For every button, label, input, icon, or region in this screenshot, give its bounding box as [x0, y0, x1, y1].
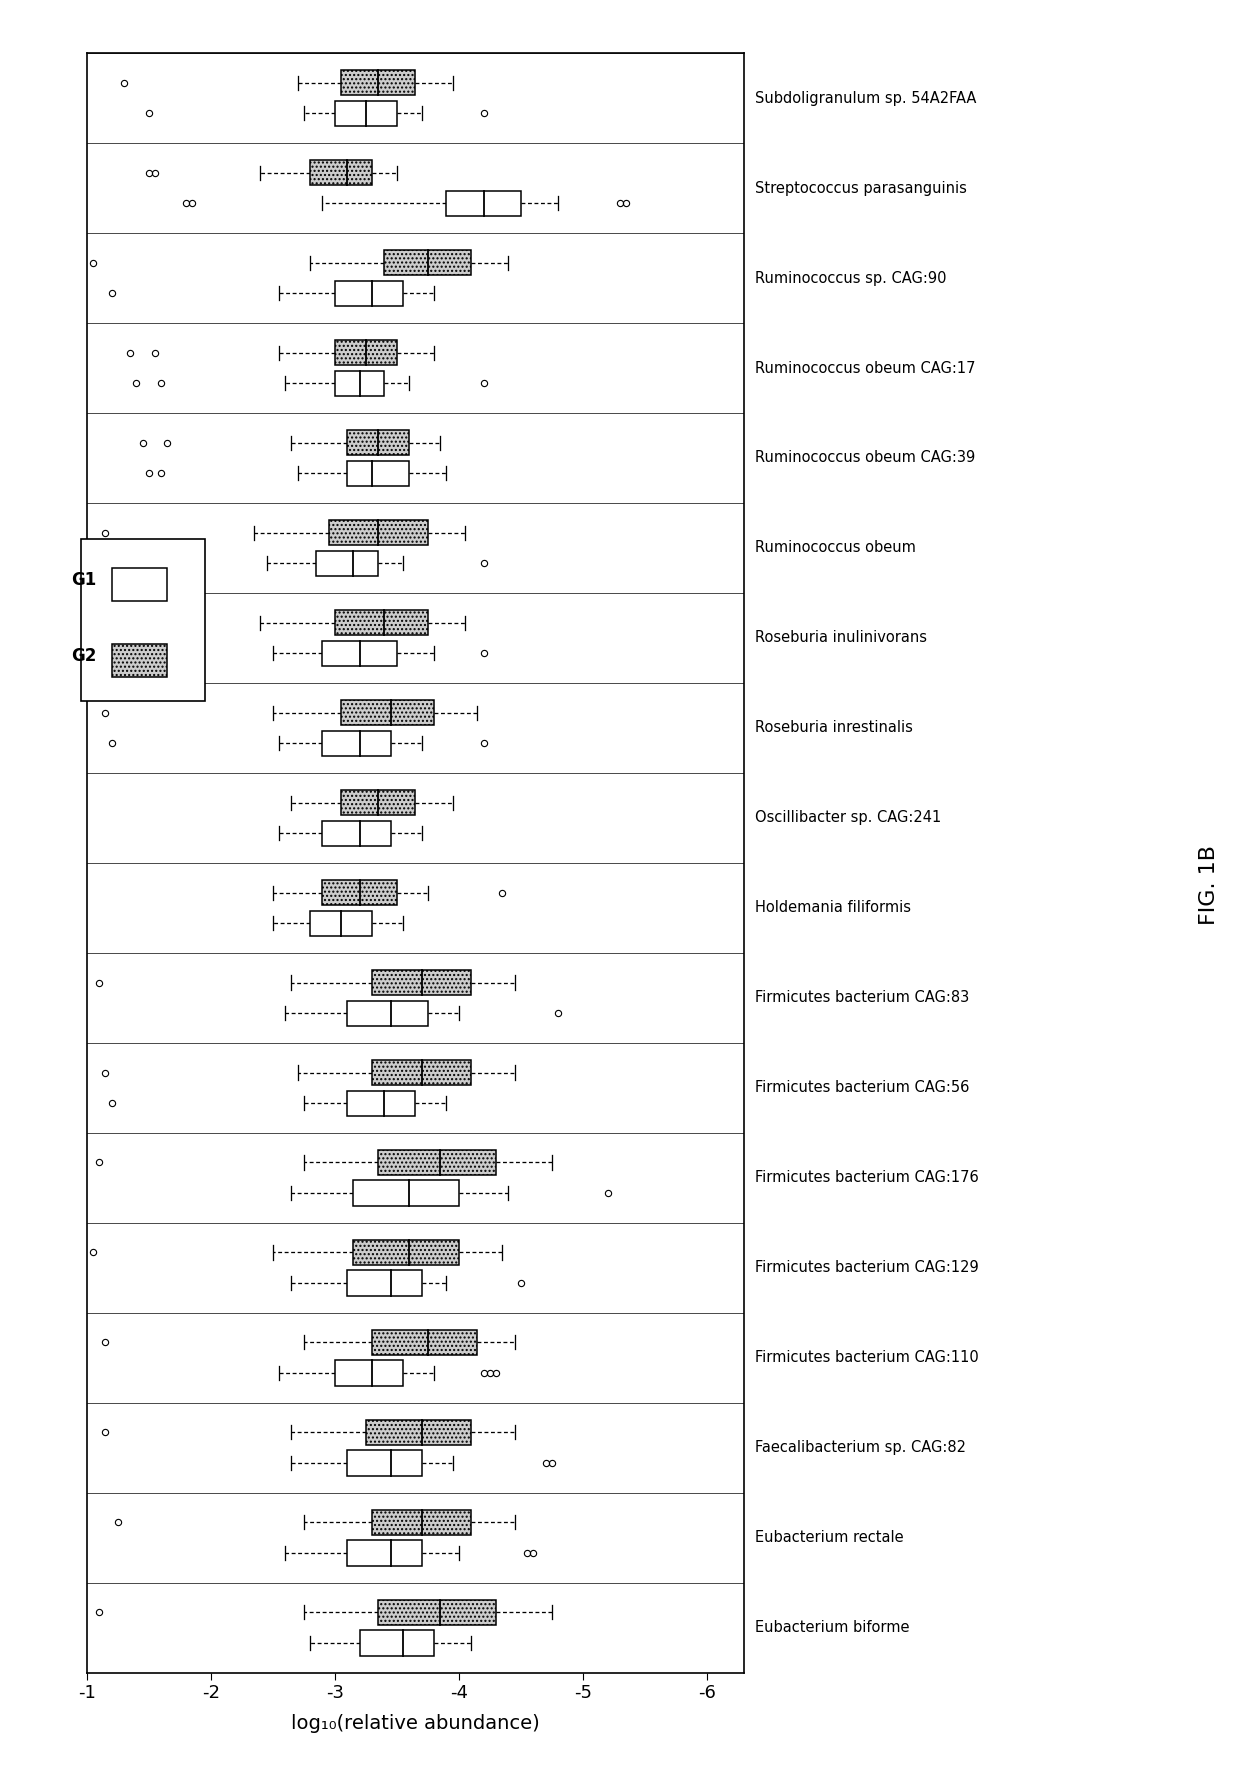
Text: Holdemania filiformis: Holdemania filiformis: [755, 901, 911, 915]
Bar: [322, 821, 391, 846]
Bar: [372, 1060, 471, 1085]
Bar: [384, 250, 471, 276]
Bar: [322, 880, 397, 904]
Bar: [335, 611, 428, 635]
Text: Firmicutes bacterium CAG:56: Firmicutes bacterium CAG:56: [755, 1080, 970, 1096]
Text: Eubacterium rectale: Eubacterium rectale: [755, 1531, 904, 1545]
Bar: [347, 1271, 422, 1296]
Text: Roseburia inrestinalis: Roseburia inrestinalis: [755, 720, 913, 735]
Text: FIG. 1B: FIG. 1B: [1199, 844, 1219, 926]
Text: Firmicutes bacterium CAG:176: Firmicutes bacterium CAG:176: [755, 1170, 978, 1186]
Bar: [341, 71, 415, 96]
Text: Ruminococcus obeum CAG:17: Ruminococcus obeum CAG:17: [755, 361, 976, 375]
Bar: [347, 430, 409, 455]
Text: Eubacterium biforme: Eubacterium biforme: [755, 1620, 909, 1635]
Text: Oscillibacter sp. CAG:241: Oscillibacter sp. CAG:241: [755, 811, 941, 825]
Bar: [81, 540, 205, 701]
Bar: [372, 1510, 471, 1535]
Bar: [310, 910, 372, 936]
Bar: [353, 1239, 459, 1266]
Bar: [310, 159, 372, 186]
Bar: [372, 970, 471, 995]
Text: G1: G1: [72, 570, 97, 589]
Bar: [335, 370, 384, 396]
Bar: [112, 644, 167, 676]
Bar: [322, 641, 397, 666]
Bar: [372, 1329, 477, 1356]
Bar: [347, 1090, 415, 1115]
Text: Firmicutes bacterium CAG:110: Firmicutes bacterium CAG:110: [755, 1351, 978, 1365]
Bar: [353, 1181, 459, 1205]
Text: Ruminococcus obeum CAG:39: Ruminococcus obeum CAG:39: [755, 451, 975, 466]
Bar: [329, 520, 428, 545]
Bar: [112, 568, 167, 600]
Bar: [378, 1600, 496, 1625]
Bar: [335, 101, 397, 126]
Bar: [341, 699, 434, 726]
Bar: [347, 1540, 422, 1566]
Bar: [341, 789, 415, 816]
Text: Firmicutes bacterium CAG:83: Firmicutes bacterium CAG:83: [755, 991, 970, 1005]
X-axis label: log₁₀(relative abundance): log₁₀(relative abundance): [291, 1713, 539, 1733]
Text: Subdoligranulum sp. 54A2FAA: Subdoligranulum sp. 54A2FAA: [755, 90, 976, 106]
Text: Faecalibacterium sp. CAG:82: Faecalibacterium sp. CAG:82: [755, 1441, 966, 1455]
Bar: [335, 340, 397, 365]
Bar: [446, 191, 521, 216]
Bar: [347, 460, 409, 487]
Bar: [347, 1000, 428, 1027]
Text: Firmicutes bacterium CAG:129: Firmicutes bacterium CAG:129: [755, 1260, 978, 1274]
Bar: [378, 1150, 496, 1175]
Bar: [322, 731, 391, 756]
Text: Ruminococcus sp. CAG:90: Ruminococcus sp. CAG:90: [755, 271, 946, 285]
Text: G2: G2: [72, 646, 97, 666]
Text: Streptococcus parasanguinis: Streptococcus parasanguinis: [755, 181, 967, 195]
Bar: [366, 1420, 471, 1444]
Text: Roseburia inulinivorans: Roseburia inulinivorans: [755, 630, 928, 646]
Bar: [360, 1630, 434, 1655]
Bar: [347, 1450, 422, 1476]
Bar: [335, 281, 403, 306]
Bar: [316, 550, 378, 575]
Bar: [335, 1361, 403, 1386]
Text: Ruminococcus obeum: Ruminococcus obeum: [755, 540, 916, 556]
